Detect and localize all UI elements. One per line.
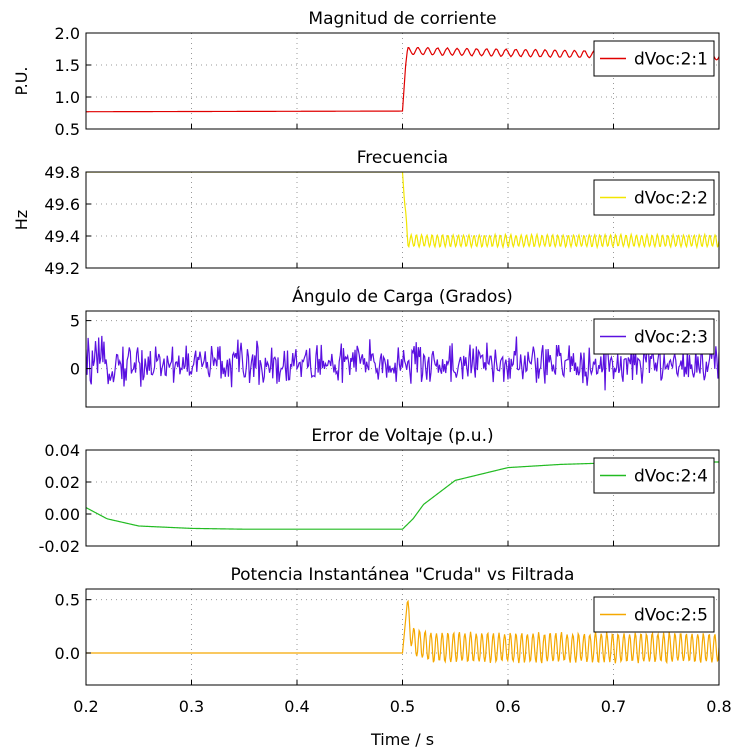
- y-tick-label: 1.5: [55, 56, 80, 75]
- x-tick-label: 0.6: [495, 697, 520, 716]
- x-tick-label: 0.2: [73, 697, 98, 716]
- y-tick-label: 49.4: [44, 227, 80, 246]
- legend: dVoc:2:3: [593, 318, 715, 355]
- y-tick-label: 49.6: [44, 195, 80, 214]
- y-tick-label: 0.0: [55, 644, 80, 663]
- y-tick-label: 0.04: [44, 441, 80, 460]
- y-tick-label: 0.5: [55, 120, 80, 139]
- chart-panel-4: Error de Voltaje (p.u.) 0.04 0.02 0.00 -0.02…: [39, 426, 720, 556]
- legend: dVoc:2:1: [593, 40, 715, 77]
- legend-label: dVoc:2:4: [634, 467, 708, 487]
- legend-label: dVoc:2:1: [634, 50, 708, 70]
- chart-panel-5: Potencia Instantánea "Cruda" vs Filtrada…: [55, 565, 732, 749]
- y-tick-label: 49.2: [44, 259, 80, 278]
- chart-panel-2: Frecuencia 49.8 49.6 49.4 49.2 Hz dVoc:2:2: [12, 148, 720, 278]
- chart-title: Ángulo de Carga (Grados): [292, 285, 513, 307]
- x-tick-label: 0.3: [179, 697, 204, 716]
- legend-label: dVoc:2:2: [634, 189, 708, 209]
- legend-label: dVoc:2:3: [634, 328, 708, 348]
- y-tick-label: 0: [70, 360, 80, 379]
- chart-panel-3: Ángulo de Carga (Grados) 5 0 dVoc:2:3: [70, 285, 720, 408]
- y-tick-label: 2.0: [55, 24, 80, 43]
- x-axis-label: Time / s: [370, 730, 434, 749]
- chart-title: Frecuencia: [357, 148, 448, 168]
- chart-title: Magnitud de corriente: [308, 9, 496, 29]
- x-tick-label: 0.7: [601, 697, 626, 716]
- legend: dVoc:2:5: [593, 596, 715, 633]
- legend: dVoc:2:2: [593, 179, 715, 216]
- y-tick-label: 0.02: [44, 473, 80, 492]
- y-tick-label: 49.8: [44, 163, 80, 182]
- legend: dVoc:2:4: [593, 457, 715, 494]
- series-line: [86, 599, 719, 665]
- y-tick-label: 1.0: [55, 88, 80, 107]
- chart-title: Potencia Instantánea "Cruda" vs Filtrada: [231, 565, 575, 585]
- series-line: [86, 172, 719, 250]
- y-tick-label: 0.00: [44, 505, 80, 524]
- y-tick-label: 0.5: [55, 591, 80, 610]
- x-tick-label: 0.8: [706, 697, 731, 716]
- y-axis-label: P.U.: [12, 66, 31, 95]
- x-tick-label: 0.5: [390, 697, 415, 716]
- chart-panel-1: Magnitud de corriente 2.0 1.5 1.0 0.5 P.U. dVo…: [12, 9, 720, 139]
- legend-label: dVoc:2:5: [634, 606, 708, 626]
- chart-title: Error de Voltaje (p.u.): [311, 426, 493, 446]
- y-axis-label: Hz: [12, 210, 31, 230]
- series-line: [86, 335, 719, 391]
- x-tick-label: 0.4: [284, 697, 309, 716]
- y-tick-label: 5: [70, 312, 80, 331]
- y-tick-label: -0.02: [39, 537, 80, 556]
